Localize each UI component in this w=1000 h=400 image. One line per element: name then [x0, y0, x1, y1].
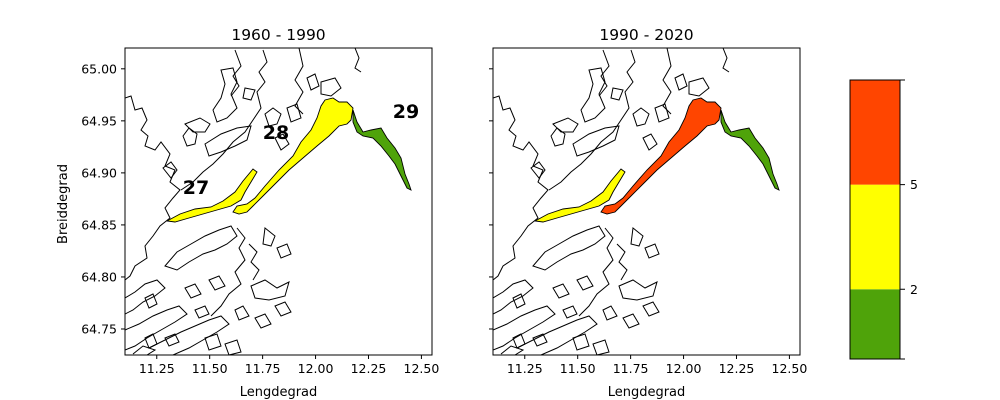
region-27-fill	[166, 168, 258, 223]
region-27-fill	[534, 168, 626, 223]
panel-2-frame	[492, 47, 801, 356]
x-tick-label: 11.25	[139, 361, 175, 376]
panel-2-title: 1990 - 2020	[599, 26, 693, 44]
colorbar-bin	[850, 289, 900, 359]
region-label-27: 27	[183, 177, 209, 199]
panel-1-x-axis: 11.25 11.50 11.75 12.00 12.25 12.50	[139, 355, 439, 376]
x-tick-label: 12.00	[298, 361, 334, 376]
panel-1-y-axis: 64.75 64.80 64.85 64.90 64.95 65.00	[81, 61, 125, 336]
x-tick-label: 11.50	[560, 361, 596, 376]
colorbar-bin	[850, 184, 900, 290]
x-tick-label: 11.25	[507, 361, 543, 376]
colorbar-tick-label: 5	[910, 177, 918, 192]
y-tick-label: 65.00	[81, 61, 117, 76]
coastline-outline	[125, 48, 362, 355]
map-panel-1: 1960 - 1990 27 28 29 11.25 11.50 11.75 12.0…	[56, 26, 439, 400]
colorbar-bin	[850, 80, 900, 185]
region-28-fill	[600, 97, 722, 215]
y-tick-label: 64.80	[81, 269, 117, 284]
x-tick-label: 11.75	[245, 361, 281, 376]
panel-1-frame	[124, 47, 433, 356]
coastline-outline	[493, 48, 730, 355]
y-tick-label: 64.85	[81, 217, 117, 232]
colorbar-tick-label: 2	[910, 282, 918, 297]
x-tick-label: 11.75	[613, 361, 649, 376]
panel-2-x-axis: 11.25 11.50 11.75 12.00 12.25 12.50	[507, 355, 807, 376]
x-tick-label: 12.00	[666, 361, 702, 376]
region-label-28: 28	[263, 122, 289, 144]
x-tick-label: 12.50	[772, 361, 808, 376]
region-29-fill	[720, 109, 780, 191]
colorbar-frame	[849, 79, 901, 360]
y-tick-label: 64.75	[81, 321, 117, 336]
region-28-fill	[232, 97, 354, 215]
x-tick-label: 12.50	[404, 361, 440, 376]
x-tick-label: 12.25	[351, 361, 387, 376]
panel-1-x-axis-label: Lengdegrad	[240, 385, 318, 400]
panel-2-y-axis	[489, 68, 493, 330]
panel-1-title: 1960 - 1990	[231, 26, 325, 44]
y-tick-label: 64.90	[81, 165, 117, 180]
colorbar: 25	[849, 79, 918, 360]
map-panel-2: 1990 - 2020 11.25 11.50 11.75 12.00 12.25 12.…	[489, 26, 807, 400]
x-tick-label: 11.50	[192, 361, 228, 376]
panel-2-x-axis-label: Lengdegrad	[608, 385, 686, 400]
panel-1-y-axis-label: Breiddegrad	[56, 164, 71, 244]
x-tick-label: 12.25	[719, 361, 755, 376]
y-tick-label: 64.95	[81, 113, 117, 128]
region-label-29: 29	[393, 101, 419, 123]
